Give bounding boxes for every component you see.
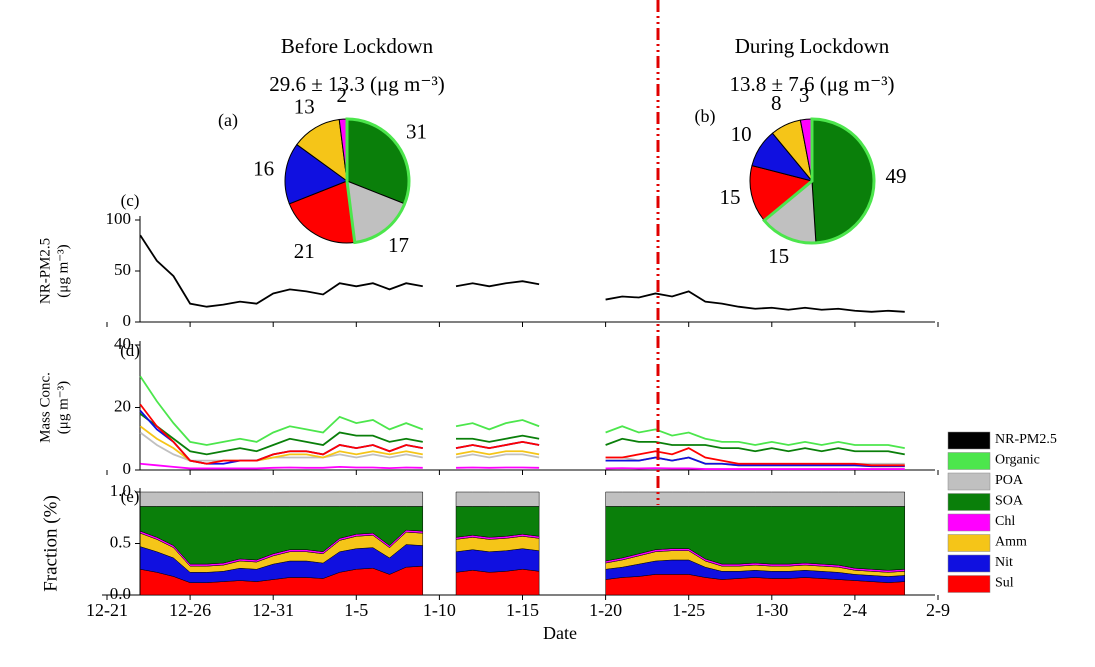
pie-title: Before Lockdown: [281, 34, 434, 58]
pie-value-label: 3: [799, 83, 810, 107]
series-line: [456, 454, 539, 457]
stacked-area: [456, 506, 539, 537]
pie-value-label: 49: [885, 164, 906, 188]
pie-value-label: 10: [731, 122, 752, 146]
pie-value-label: 16: [253, 156, 274, 180]
y-tick-label: 0: [123, 311, 132, 330]
legend-label: Chl: [995, 514, 1015, 529]
pie-value-label: 31: [406, 120, 427, 144]
x-tick-label: 1-15: [506, 600, 539, 620]
panel-label: (a): [218, 110, 238, 131]
y-axis-label: NR-PM2.5: [37, 238, 53, 304]
legend-swatch: [948, 473, 990, 490]
panel-label: (e): [121, 487, 140, 506]
pie-value-label: 17: [388, 233, 409, 257]
pie-value-label: 2: [336, 83, 347, 107]
panel-label: (c): [121, 191, 140, 210]
y-axis-label: (μg m⁻³): [55, 244, 71, 297]
x-axis-label: Date: [543, 623, 577, 643]
series-line: [606, 291, 905, 311]
series-line: [606, 426, 905, 448]
pie-subtitle: 29.6 ± 13.3 (μg m⁻³): [269, 72, 445, 96]
legend-label: Sul: [995, 576, 1014, 591]
series-line: [456, 451, 539, 454]
stacked-area: [140, 492, 423, 506]
pie-value-label: 15: [720, 185, 741, 209]
y-tick-label: 0: [123, 459, 132, 478]
legend-label: Nit: [995, 555, 1013, 570]
x-tick-label: 1-25: [672, 600, 705, 620]
pie-value-label: 21: [294, 239, 315, 263]
legend-label: POA: [995, 473, 1024, 488]
y-tick-label: 50: [114, 260, 131, 279]
legend-swatch: [948, 535, 990, 552]
y-axis-label: Mass Conc.: [37, 372, 53, 443]
legend-swatch: [948, 555, 990, 572]
legend-label: Organic: [995, 453, 1040, 468]
legend-swatch: [948, 576, 990, 593]
pie-title: During Lockdown: [735, 34, 890, 58]
panel-label: (b): [695, 106, 716, 127]
y-tick-label: 20: [114, 396, 131, 415]
x-tick-label: 2-4: [843, 600, 867, 620]
series-line: [456, 436, 539, 442]
series-line: [140, 235, 423, 306]
series-line: [456, 442, 539, 448]
pie-value-label: 13: [294, 95, 315, 119]
pie-subtitle: 13.8 ± 7.6 (μg m⁻³): [730, 72, 895, 96]
x-tick-label: 12-26: [169, 600, 211, 620]
x-tick-label: 12-31: [252, 600, 294, 620]
legend-swatch: [948, 514, 990, 531]
legend-swatch: [948, 432, 990, 449]
x-tick-label: 1-20: [589, 600, 622, 620]
series-line: [140, 464, 423, 469]
legend-label: NR-PM2.5: [995, 432, 1057, 447]
legend-label: SOA: [995, 494, 1024, 509]
y-tick-label: 100: [106, 209, 132, 228]
y-axis-label: (μg m⁻³): [55, 381, 71, 434]
y-tick-label: 0.5: [110, 532, 131, 551]
x-tick-label: 2-9: [926, 600, 950, 620]
series-line: [456, 281, 539, 286]
stacked-area: [456, 569, 539, 595]
series-line: [606, 468, 905, 469]
series-line: [140, 376, 423, 445]
legend-swatch: [948, 453, 990, 470]
pie-slice: [812, 119, 874, 243]
legend-swatch: [948, 494, 990, 511]
pie-value-label: 15: [768, 244, 789, 268]
x-tick-label: 1-5: [344, 600, 368, 620]
panel-label: (d): [120, 341, 140, 360]
x-tick-label: 12-21: [86, 600, 128, 620]
legend-label: Amm: [995, 535, 1027, 550]
x-tick-label: 1-30: [755, 600, 788, 620]
y-axis-label: Fraction (%): [40, 495, 61, 592]
stacked-area: [606, 492, 905, 506]
x-tick-label: 1-10: [423, 600, 456, 620]
pie-value-label: 8: [771, 91, 782, 115]
stacked-area: [456, 492, 539, 506]
stacked-area: [456, 549, 539, 573]
series-line: [456, 420, 539, 429]
